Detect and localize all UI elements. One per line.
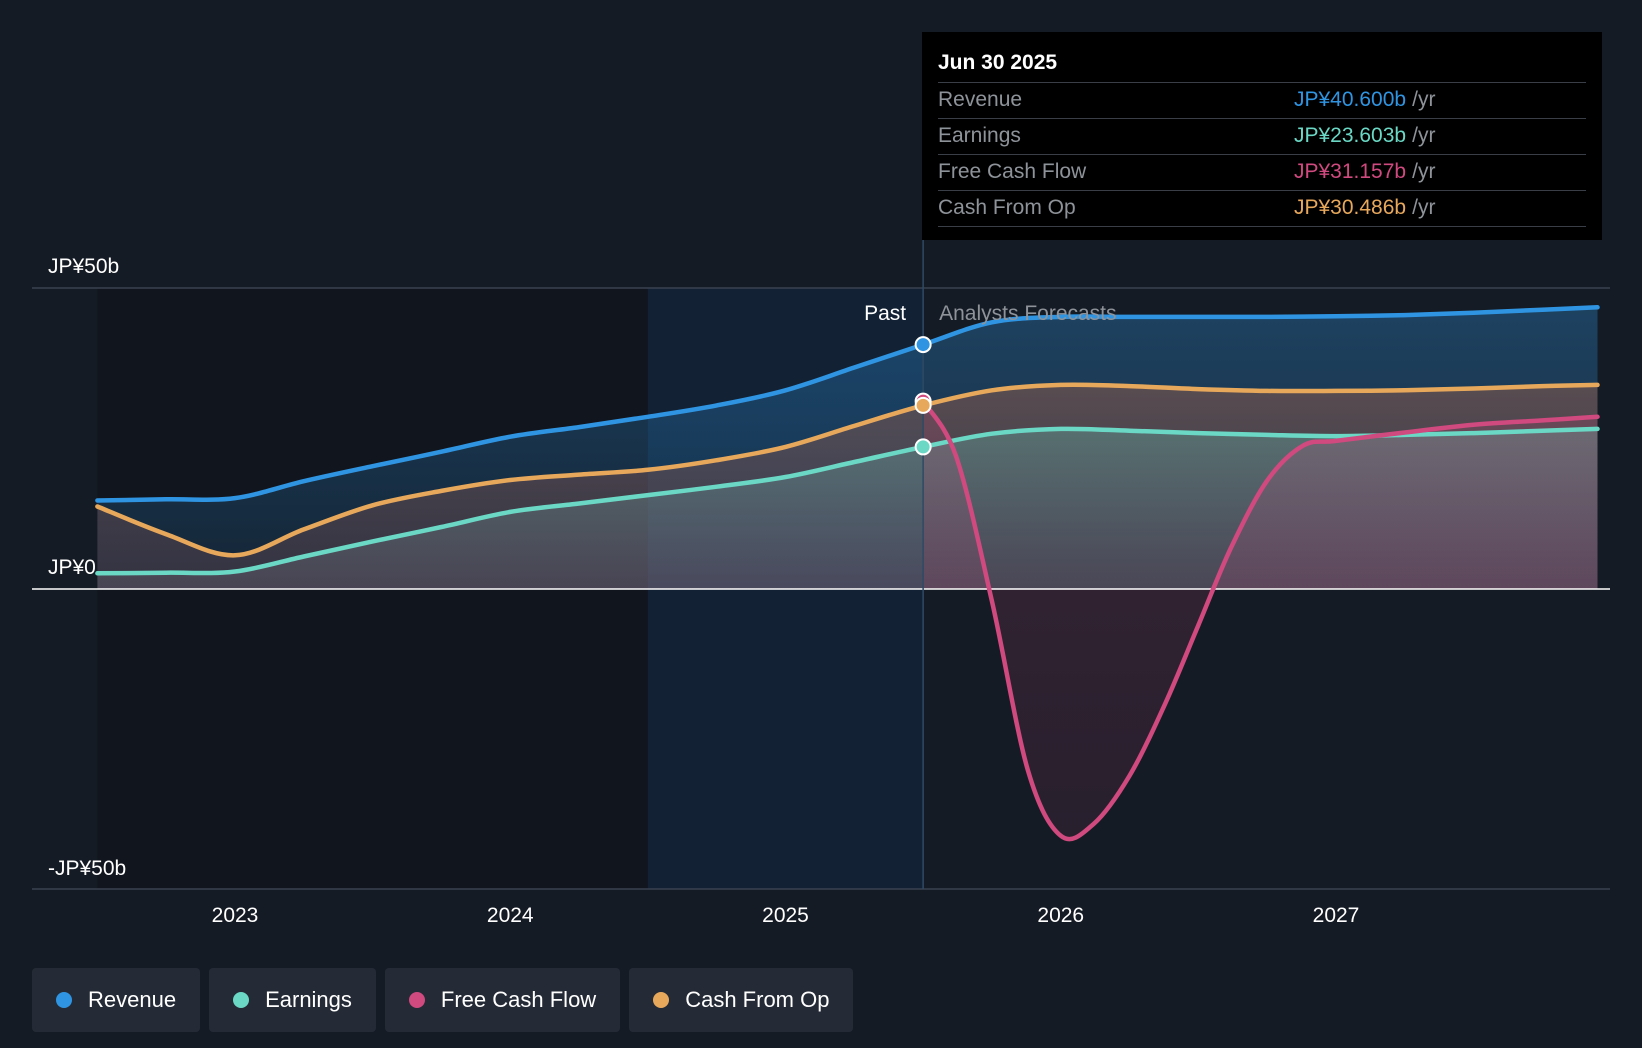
fcf-line (920, 398, 1600, 842)
tooltip-value: JP¥30.486b (1294, 196, 1407, 219)
revenue-marker[interactable] (914, 336, 932, 354)
earnings-dot-icon (233, 992, 250, 1008)
y-axis-label: JP¥0 (48, 556, 96, 579)
tooltip: Jun 30 2025 Revenue JP¥40.600b /yr Earni… (922, 32, 1602, 240)
legend-label: Revenue (88, 987, 177, 1012)
earnings-area (97, 428, 1598, 589)
cfo-dot-icon (653, 992, 670, 1008)
y-axis-label: -JP¥50b (48, 857, 126, 880)
tooltip-label: Free Cash Flow (938, 160, 1087, 183)
legend-item-cfo[interactable]: Cash From Op (629, 968, 854, 1032)
tooltip-row-fcf: Free Cash Flow JP¥31.157b /yr (938, 155, 1586, 191)
legend-label: Free Cash Flow (440, 987, 597, 1012)
tooltip-date: Jun 30 2025 (938, 48, 1586, 83)
tooltip-unit: /yr (1412, 88, 1436, 111)
tooltip-row-cfo: Cash From Op JP¥30.486b /yr (938, 191, 1586, 227)
series-lines (95, 305, 1600, 842)
legend-item-earnings[interactable]: Earnings (209, 968, 376, 1032)
y-axis-label: JP¥50b (48, 255, 119, 278)
legend-label: Earnings (265, 987, 352, 1012)
earnings-line (95, 426, 1600, 576)
tooltip-label: Earnings (938, 124, 1021, 147)
tooltip-label: Cash From Op (938, 196, 1076, 219)
x-axis-tick-label: 2024 (487, 904, 534, 927)
x-axis-labels: 2023 2024 2025 2026 2027 (212, 904, 1360, 927)
fcf-dot-icon (408, 992, 425, 1008)
forecast-label: Analysts Forecasts (939, 302, 1116, 325)
earnings-marker[interactable] (914, 438, 932, 456)
x-axis-tick-label: 2023 (212, 904, 259, 927)
x-axis-tick-label: 2026 (1037, 904, 1084, 927)
tooltip-row-revenue: Revenue JP¥40.600b /yr (938, 83, 1586, 119)
legend-label: Cash From Op (685, 987, 830, 1012)
revenue-dot-icon (56, 992, 72, 1008)
tooltip-value: JP¥23.603b (1294, 124, 1407, 147)
tooltip-unit: /yr (1412, 160, 1436, 183)
x-axis-tick-label: 2025 (762, 904, 809, 927)
tooltip-value: JP¥40.600b (1294, 88, 1407, 111)
x-axis-tick-label: 2027 (1313, 904, 1360, 927)
revenue-line (95, 305, 1600, 503)
tooltip-value: JP¥31.157b (1294, 160, 1407, 183)
tooltip-unit: /yr (1412, 196, 1436, 219)
cfo-line (95, 382, 1600, 558)
y-axis-labels: JP¥50b JP¥0 -JP¥50b (48, 255, 126, 880)
tooltip-label: Revenue (938, 88, 1023, 111)
past-label: Past (864, 302, 906, 325)
tooltip-unit: /yr (1412, 124, 1436, 147)
legend: Revenue Earnings Free Cash Flow Cash Fro… (32, 968, 854, 1032)
legend-item-revenue[interactable]: Revenue (32, 968, 201, 1032)
cfo-marker[interactable] (914, 396, 932, 414)
tooltip-row-earnings: Earnings JP¥23.603b /yr (938, 119, 1586, 155)
legend-item-fcf[interactable]: Free Cash Flow (384, 968, 621, 1032)
fcf-area (923, 401, 1598, 840)
series-markers (914, 336, 932, 456)
